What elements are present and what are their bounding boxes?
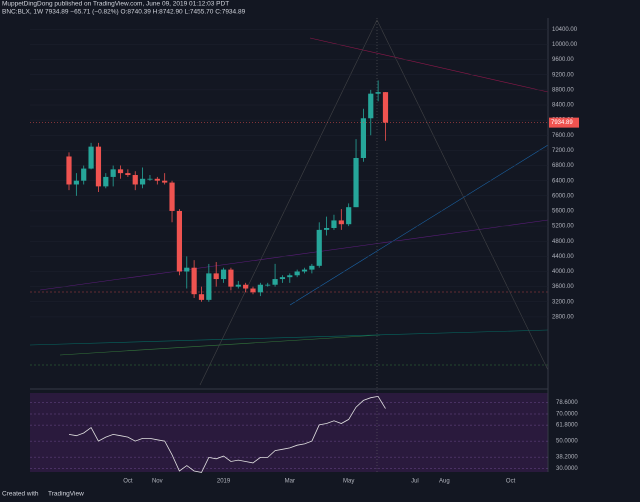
candle-body [95,146,102,187]
candle-body [265,284,271,286]
candle-body [346,207,352,225]
candle-body [338,220,344,225]
rsi-tick-label: 30.0000 [556,466,578,472]
candle-body [309,265,315,270]
symbol-info: BNC:BLX, 1W 7934.89 −65.71 (−0.82%) O:87… [2,9,246,16]
rsi-line [68,395,386,473]
candle-body [176,210,182,272]
candle-body [294,271,300,276]
candle-body [279,277,286,280]
candle-body [243,284,249,289]
candle-body [228,269,234,287]
y-tick-label: 7200.00 [552,148,574,154]
x-tick-label: Jul [411,479,419,485]
candle-body [382,92,389,123]
candle-body [117,169,124,174]
candle-body [73,180,79,185]
candle-body [110,169,116,177]
y-tick-label: 6400.00 [552,178,574,184]
candle-body [154,178,160,181]
y-tick-label: 3600.00 [552,284,574,290]
candle-body [235,284,241,287]
candle-body [66,156,72,185]
x-tick-label: Mar [285,479,295,485]
rsi-tick-label: 61.8000 [556,423,578,429]
candle-body [198,294,205,300]
candle-body [162,180,168,183]
candle-body [287,275,293,278]
x-tick-label: May [343,479,354,485]
candle-body [257,284,263,293]
y-tick-label: 6000.00 [552,193,574,199]
y-tick-label: 9200.00 [552,72,574,78]
candle-body [147,178,153,180]
candle-body [272,279,278,285]
rsi-tick-label: 70.0000 [556,412,578,418]
candle-body [301,269,308,272]
candle-body [220,269,227,280]
y-tick-label: 6800.00 [552,163,574,169]
candle-body [169,182,175,211]
candle-body [316,229,322,266]
candle-body [353,157,359,208]
y-tick-label: 7600.00 [552,133,574,139]
candle-body [324,227,330,230]
candle-body [191,267,197,295]
x-tick-label: Aug [439,479,450,485]
publish-info: MuppetDingDong published on TradingView.… [2,1,229,8]
candle-body [184,267,190,272]
trend-line [29,329,549,346]
rsi-tick-label: 50.0000 [556,439,578,445]
rsi-pane [30,393,548,472]
x-tick-label: 2019 [217,479,231,485]
candle-body [375,92,381,94]
y-tick-label: 8400.00 [552,103,574,109]
candle-body [88,146,94,169]
trend-line [289,144,549,306]
trend-line [39,219,549,291]
y-tick-label: 5200.00 [552,224,574,230]
fan-line [199,19,378,386]
trend-line [59,334,381,356]
y-tick-label: 9600.00 [552,57,574,63]
candle-body [331,220,337,228]
candle-body [81,168,87,181]
y-tick-label: 4000.00 [552,269,574,275]
y-tick-label: 8800.00 [552,87,574,93]
candle-body [140,178,146,185]
candle-body [206,273,212,300]
candle-body [125,173,131,176]
y-tick-label: 3200.00 [552,299,574,305]
candle-body [213,273,219,280]
trend-line [309,37,549,93]
y-tick-label: 5600.00 [552,209,574,215]
y-tick-label: 10400.00 [552,27,578,33]
rsi-tick-label: 38.2000 [556,455,578,461]
rsi-tick-label: 78.6000 [556,400,578,406]
y-tick-label: 4800.00 [552,239,574,245]
candle-body [360,118,366,158]
x-tick-label: Oct [506,479,516,485]
last-price-box [549,117,579,128]
y-tick-label: 4400.00 [552,254,574,260]
candle-body [103,176,109,187]
footer-brand[interactable]: TradingView [48,491,84,498]
candle-body [250,288,256,293]
candle-body [132,175,138,185]
candle-body [368,93,374,119]
y-tick-label: 10000.00 [552,42,578,48]
x-tick-label: Oct [123,479,133,485]
fan-line [376,19,549,371]
x-tick-label: Nov [152,479,163,485]
last-price-label: 7934.89 [551,120,573,126]
footer-text: Created with [2,491,39,498]
y-tick-label: 2800.00 [552,314,574,320]
